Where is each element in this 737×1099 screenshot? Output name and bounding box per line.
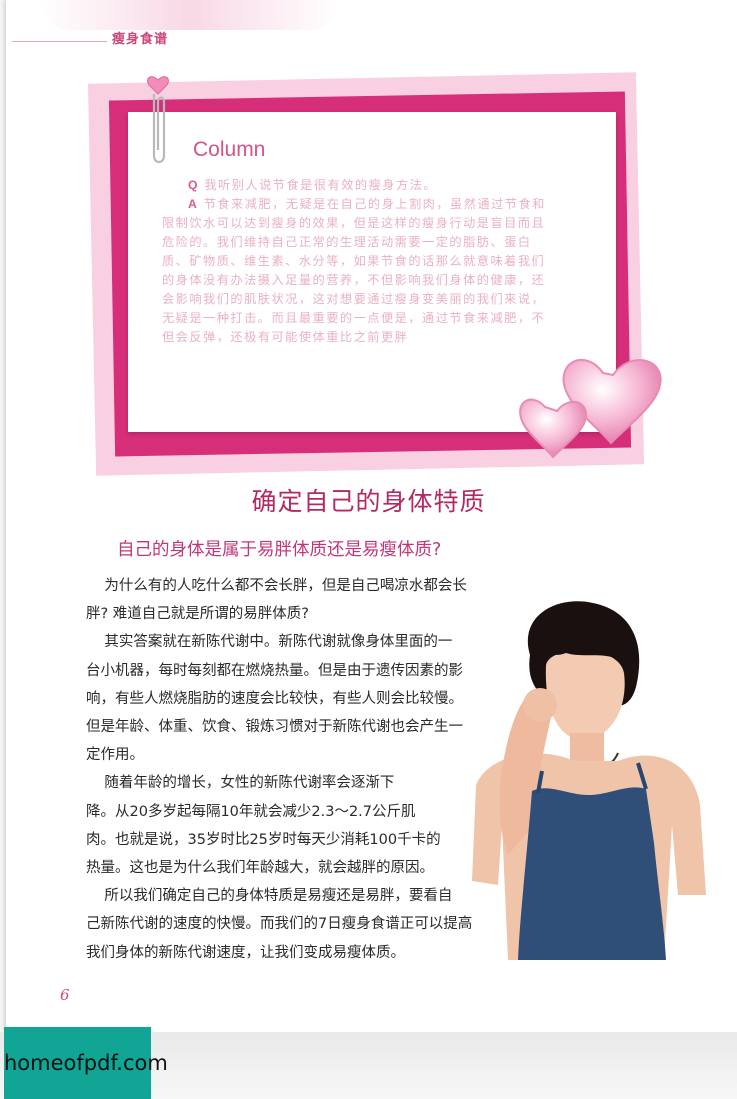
column-card bbox=[128, 112, 616, 432]
body-line: 胖? 难道自己就是所谓的易胖体质? bbox=[86, 606, 309, 623]
body-line: 肉。也就是说，35岁时比25岁时每天少消耗100千卡的 bbox=[86, 831, 441, 848]
body-line: 降。从20多岁起每隔10年就会减少2.3～2.7公斤肌 bbox=[86, 803, 416, 820]
answer-line: 节食来减肥，无疑是在自己的身上割肉，虽然通过节食和 bbox=[203, 197, 546, 211]
paperclip-heart-icon bbox=[147, 76, 169, 164]
section-subtitle: 自己的身体是属于易胖体质还是易瘦体质? bbox=[117, 540, 442, 560]
column-qa: Q 我听别人说节食是很有效的瘦身方法。 A 节食来减肥，无疑是在自己的身上割肉，… bbox=[162, 176, 606, 347]
answer-line: 无疑是一种打击。而且最重要的一点便是，通过节食来减肥，不 bbox=[162, 311, 546, 325]
body-line: 所以我们确定自己的身体特质是易瘦还是易胖，要看自 bbox=[86, 888, 453, 905]
answer-line: 会影响我们的肌肤状况，这对想要通过瘦身变美丽的我们来说， bbox=[162, 292, 546, 306]
section-title: 确定自己的身体特质 bbox=[251, 487, 486, 516]
body-line: 其实答案就在新陈代谢中。新陈代谢就像身体里面的一 bbox=[86, 634, 453, 651]
q-mark: Q bbox=[188, 178, 199, 192]
hearts-icon bbox=[519, 358, 662, 459]
body-text: 为什么有的人吃什么都不会长胖，但是自己喝凉水都会长 胖? 难道自己就是所谓的易胖… bbox=[86, 572, 472, 967]
answer-line: 的身体没有办法摄入足量的营养，不但影响我们身体的健康，还 bbox=[162, 273, 546, 287]
running-header: 瘦身食谱 bbox=[112, 32, 169, 47]
body-line: 我们身体的新陈代谢速度，让我们变成易瘦体质。 bbox=[86, 944, 405, 961]
column-label: Column bbox=[193, 138, 266, 161]
watermark-badge: homeofpdf.com bbox=[4, 1027, 168, 1099]
header-rule bbox=[12, 41, 107, 42]
a-mark: A bbox=[188, 197, 199, 211]
column-question: Q 我听别人说节食是很有效的瘦身方法。 bbox=[162, 176, 606, 195]
answer-line: 但会反弹，还极有可能使体重比之前更胖 bbox=[162, 330, 409, 344]
body-line: 但是年龄、体重、饮食、锻炼习惯对于新陈代谢也会产生一 bbox=[86, 719, 463, 736]
body-line: 己新陈代谢的速度的快慢。而我们的7日瘦身食谱正可以提高 bbox=[86, 916, 473, 933]
body-line: 为什么有的人吃什么都不会长胖，但是自己喝凉水都会长 bbox=[86, 578, 467, 594]
answer-line: 限制饮水可以达到瘦身的效果，但是这样的瘦身行动是盲目而且 bbox=[162, 216, 546, 230]
body-line: 热量。这也是为什么我们年龄越大，就会越胖的原因。 bbox=[86, 860, 434, 877]
body-line: 台小机器，每时每刻都在燃烧热量。但是由于遗传因素的影 bbox=[86, 662, 463, 679]
page-number: 6 bbox=[60, 986, 70, 1004]
body-line: 随着年龄的增长，女性的新陈代谢率会逐渐下 bbox=[86, 775, 395, 792]
answer-line: 危险的。我们维持自己正常的生理活动需要一定的脂肪、蛋白 bbox=[162, 235, 532, 249]
body-line: 响，有些人燃烧脂肪的速度会比较快，有些人则会比较慢。 bbox=[86, 690, 463, 707]
question-text: 我听别人说节食是很有效的瘦身方法。 bbox=[204, 178, 438, 192]
answer-line: 质、矿物质、维生素、水分等，如果节食的话那么就意味着我们 bbox=[162, 254, 546, 268]
header-decoration bbox=[40, 0, 340, 30]
column-answer: A 节食来减肥，无疑是在自己的身上割肉，虽然通过节食和 bbox=[162, 195, 606, 214]
woman-photo bbox=[472, 601, 706, 960]
body-line: 定作用。 bbox=[86, 747, 144, 764]
